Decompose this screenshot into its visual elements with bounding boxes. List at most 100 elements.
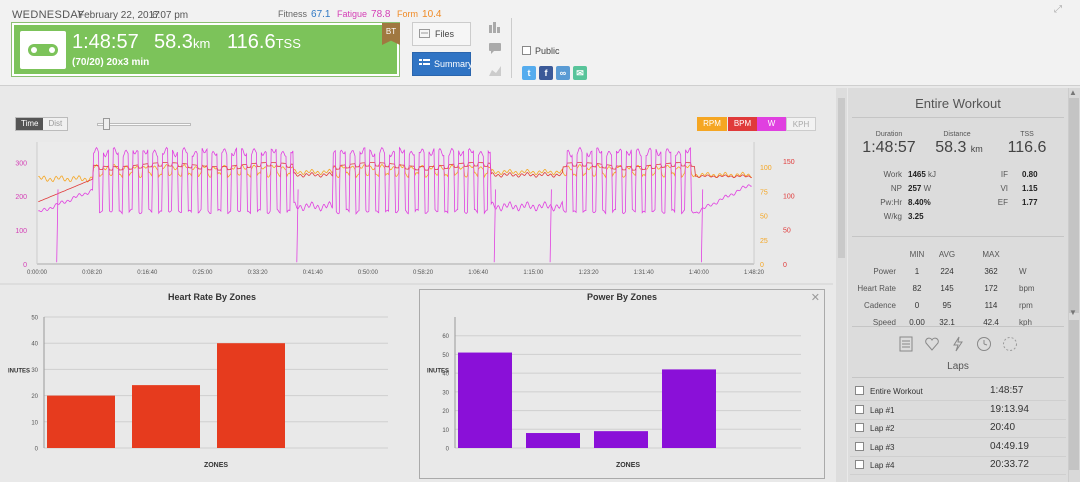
- legend-kph[interactable]: KPH: [786, 117, 816, 131]
- lap-time: 04:49.19: [990, 440, 1029, 452]
- comment-icon[interactable]: [488, 42, 502, 55]
- scrollbar-thumb[interactable]: [1069, 320, 1079, 470]
- stats-header: MIN: [909, 250, 925, 259]
- scrollbar-thumb[interactable]: [838, 98, 845, 258]
- workout-duration: 1:48:57: [72, 31, 139, 53]
- stats-row-label: Heart Rate: [857, 284, 896, 293]
- x-tick-label: 0:25:00: [192, 270, 213, 276]
- workout-date: February 22, 2017: [78, 10, 160, 21]
- time-dist-toggle[interactable]: Time Dist: [15, 117, 69, 131]
- stats-unit: W: [1019, 267, 1027, 276]
- y3-tick-label: 0: [783, 262, 787, 269]
- stats-row-label: Power: [873, 267, 896, 276]
- lap-time: 19:13.94: [990, 403, 1029, 415]
- summary-button[interactable]: Summary: [412, 52, 473, 76]
- x-axis-label: ZONES: [616, 462, 640, 469]
- metric-row: W/kg 3.25: [883, 212, 924, 221]
- public-checkbox[interactable]: Public: [522, 46, 560, 56]
- entire-workout-heading: Entire Workout: [915, 96, 1001, 111]
- x-tick-label: 1:31:40: [634, 270, 655, 276]
- workout-title: (70/20) 20x3 min: [72, 57, 150, 68]
- divider: [850, 474, 1066, 475]
- smoothing-slider-track[interactable]: [97, 123, 191, 126]
- lap-name: Entire Workout: [870, 387, 923, 396]
- lap-time: 20:33.72: [990, 459, 1029, 470]
- divider: [0, 283, 833, 285]
- bt-badge: BT: [382, 23, 400, 45]
- stats-unit: kph: [1019, 318, 1032, 327]
- summary-panel: [848, 88, 1068, 482]
- toggle-time[interactable]: Time: [16, 118, 44, 130]
- y3-tick-label: 50: [783, 228, 791, 235]
- divider: [852, 377, 1064, 378]
- x-tick-label: 1:15:00: [523, 270, 544, 276]
- hr-zones-title: Heart Rate By Zones: [167, 292, 257, 302]
- workout-graph[interactable]: 0 100 200 300 0 25 50 75 100 0 50 100 150 0:00:00 0:08…: [0, 138, 833, 283]
- close-icon[interactable]: ✕: [810, 292, 820, 304]
- link-icon[interactable]: ∞: [556, 66, 570, 80]
- y-tick-label: 50: [442, 353, 449, 359]
- y-tick-label: 200: [15, 194, 27, 201]
- x-tick-label: 1:23:20: [579, 270, 600, 276]
- lap-name: Lap #1: [870, 405, 895, 415]
- toggle-dist[interactable]: Dist: [43, 118, 68, 130]
- stats-unit: rpm: [1019, 301, 1033, 310]
- y-tick-label: 100: [15, 228, 27, 235]
- lap-time: 1:48:57: [990, 385, 1024, 396]
- clock-icon[interactable]: [976, 336, 992, 352]
- scrollbar-thumb[interactable]: [1069, 98, 1079, 313]
- stats-row-label: Speed: [872, 318, 896, 327]
- bar-chart-icon[interactable]: [488, 20, 502, 33]
- lap-checkbox[interactable]: [855, 404, 864, 414]
- files-icon: [419, 29, 430, 38]
- workout-header: WEDNESDAY February 22, 2017 6:07 pm Fitn…: [0, 0, 1080, 86]
- smoothing-slider-handle[interactable]: [103, 118, 110, 130]
- lap-checkbox[interactable]: [855, 441, 864, 451]
- heart-icon[interactable]: [924, 336, 940, 352]
- facebook-icon[interactable]: f: [539, 66, 553, 80]
- y-tick-label: 40: [31, 342, 38, 348]
- dashed-circle-icon[interactable]: [1002, 336, 1018, 352]
- workout-summary-tile[interactable]: 1:48:57 58.3km 116.6TSS (70/20) 20x3 min…: [11, 22, 400, 77]
- notes-icon[interactable]: [898, 336, 914, 352]
- metric-row: IF 0.80: [1000, 170, 1038, 179]
- y-tick-label: 10: [442, 428, 449, 434]
- email-icon[interactable]: ✉: [573, 66, 587, 80]
- tss-label: TSS: [1020, 131, 1034, 138]
- y-tick-label: 40: [442, 372, 449, 378]
- lap-item[interactable]: Lap #1: [855, 404, 895, 415]
- lap-item[interactable]: Lap #2: [855, 423, 894, 433]
- legend-watts[interactable]: W: [757, 117, 786, 131]
- scrollbar[interactable]: [836, 88, 847, 482]
- y-tick-label: 0: [446, 447, 450, 453]
- legend-rpm[interactable]: RPM: [697, 117, 727, 131]
- public-label: Public: [535, 46, 560, 56]
- lap-item[interactable]: Entire Workout: [855, 386, 923, 396]
- twitter-icon[interactable]: t: [522, 66, 536, 80]
- lap-item[interactable]: Lap #4: [855, 460, 894, 470]
- power-zones-chart: 0 10 20 30 40 50 60 INUTES ZONES: [427, 317, 801, 469]
- lap-checkbox[interactable]: [855, 423, 864, 432]
- scroll-up-icon[interactable]: ▲: [1069, 88, 1077, 97]
- stats-cell: 95: [942, 301, 952, 310]
- workout-time: 6:07 pm: [152, 10, 189, 21]
- files-button[interactable]: Files: [412, 22, 471, 46]
- x-tick-label: 0:08:20: [82, 270, 103, 276]
- workout-tss: 116.6TSS: [227, 31, 301, 53]
- lap-checkbox[interactable]: [855, 460, 864, 469]
- stats-unit: bpm: [1019, 284, 1035, 293]
- scroll-down-icon[interactable]: ▼: [1069, 308, 1077, 317]
- y-tick-label: 20: [442, 409, 449, 415]
- legend-bpm[interactable]: BPM: [728, 117, 757, 131]
- lightning-icon[interactable]: [950, 336, 966, 352]
- lap-name: Lap #4: [870, 461, 895, 470]
- divider: [852, 326, 1064, 327]
- area-chart-icon[interactable]: [488, 64, 502, 77]
- lap-checkbox[interactable]: [855, 386, 864, 395]
- lap-name: Lap #2: [870, 424, 895, 433]
- lap-item[interactable]: Lap #3: [855, 441, 894, 452]
- y-tick-label: 50: [31, 316, 38, 322]
- expand-icon[interactable]: ⤢: [1054, 4, 1062, 15]
- metric-row: NP 257 W: [890, 184, 932, 193]
- x-tick-label: 0:41:40: [303, 270, 324, 276]
